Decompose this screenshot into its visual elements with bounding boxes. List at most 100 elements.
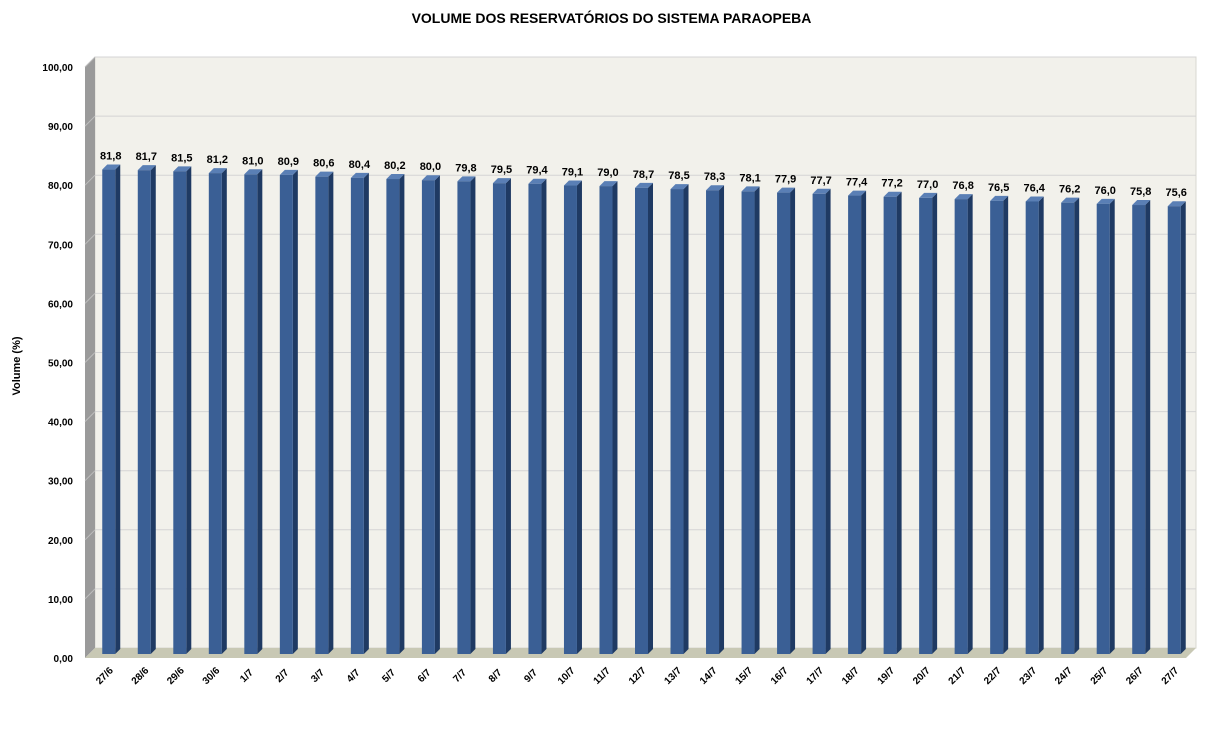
data-label: 79,0: [597, 167, 618, 179]
x-tick-label: 7/7: [451, 667, 469, 685]
x-tick-label: 1/7: [238, 667, 256, 685]
bar-top: [599, 181, 618, 187]
x-tick-label: 29/6: [165, 665, 187, 687]
data-label: 76,8: [952, 180, 973, 192]
bar-side: [1145, 200, 1151, 654]
bar-top: [350, 172, 369, 178]
bar-top: [1025, 196, 1044, 202]
bar-top: [315, 171, 334, 177]
bar-top: [528, 178, 547, 184]
data-label: 81,7: [136, 151, 157, 163]
bar: [102, 169, 116, 654]
grid-line-side: [84, 470, 96, 482]
bar-top: [883, 191, 902, 197]
bar-side: [257, 169, 263, 655]
bar-side: [612, 181, 618, 655]
data-label: 81,2: [207, 154, 228, 166]
grid-line-side: [84, 529, 96, 541]
grid-line-side: [84, 588, 96, 600]
x-tick-label: 4/7: [345, 667, 363, 685]
y-tick-label: 60,00: [48, 299, 73, 310]
bar: [528, 183, 542, 654]
bar-side: [1074, 197, 1080, 654]
y-tick-label: 20,00: [48, 536, 73, 547]
bar: [492, 183, 506, 654]
y-tick-label: 0,00: [54, 654, 74, 665]
bar-side: [399, 174, 405, 654]
data-label: 75,8: [1130, 186, 1151, 198]
bar-top: [670, 184, 689, 190]
bar: [244, 174, 258, 655]
bar: [990, 200, 1004, 654]
bar-side: [470, 176, 476, 654]
bar: [563, 185, 577, 655]
x-tick-label: 27/6: [94, 665, 116, 687]
data-label: 80,2: [384, 160, 405, 172]
x-tick-label: 28/6: [130, 665, 152, 687]
bar-top: [1167, 201, 1186, 207]
x-tick-label: 8/7: [487, 667, 505, 685]
bar-top: [563, 180, 582, 186]
bar-side: [363, 172, 369, 654]
bar-side: [754, 186, 760, 654]
bar: [173, 171, 187, 654]
x-tick-label: 13/7: [662, 665, 684, 687]
bar-side: [186, 166, 192, 654]
bar-side: [790, 187, 796, 654]
bar-top: [421, 175, 440, 181]
x-tick-label: 14/7: [698, 665, 720, 687]
bar: [457, 181, 471, 654]
y-tick-label: 10,00: [48, 595, 73, 606]
bar: [954, 199, 968, 654]
bar-top: [812, 188, 831, 194]
bar-side: [434, 175, 440, 654]
bar-top: [102, 164, 121, 170]
bar-side: [1109, 198, 1115, 654]
y-tick-label: 100,00: [42, 63, 73, 74]
data-label: 81,5: [171, 152, 192, 164]
bar-side: [1180, 201, 1186, 655]
bar-side: [896, 191, 902, 655]
bar: [919, 197, 933, 654]
bar-side: [1003, 195, 1009, 654]
grid-line-side: [84, 233, 96, 245]
bar-top: [244, 169, 263, 175]
data-label: 81,0: [242, 155, 263, 167]
x-tick-label: 10/7: [556, 665, 578, 687]
data-label: 79,1: [562, 167, 583, 179]
data-label: 76,4: [1023, 182, 1045, 194]
bar-side: [292, 169, 298, 655]
data-label: 79,8: [455, 162, 476, 174]
data-label: 78,1: [739, 172, 760, 184]
bar-side: [576, 180, 582, 655]
bar: [1061, 202, 1075, 654]
data-label: 78,3: [704, 171, 725, 183]
x-tick-label: 15/7: [734, 665, 756, 687]
data-label: 77,9: [775, 174, 796, 186]
data-label: 80,0: [420, 161, 441, 173]
bar-top: [492, 178, 511, 184]
bar: [1132, 205, 1146, 654]
bar: [1096, 203, 1110, 654]
bar-side: [825, 188, 831, 654]
grid-line-side: [84, 56, 96, 68]
bar-top: [954, 194, 973, 200]
bar-side: [683, 184, 689, 654]
bar-side: [115, 164, 121, 654]
x-tick-label: 25/7: [1089, 665, 1111, 687]
data-label: 80,4: [349, 159, 371, 171]
x-tick-label: 20/7: [911, 665, 933, 687]
data-label: 79,5: [491, 164, 512, 176]
bar: [812, 193, 826, 654]
grid-line-side: [84, 411, 96, 422]
data-label: 76,0: [1094, 185, 1115, 197]
bar-side: [150, 165, 156, 654]
bar: [706, 190, 720, 654]
bar-top: [457, 176, 476, 182]
data-label: 75,6: [1166, 187, 1187, 199]
bar-top: [208, 168, 227, 174]
data-label: 81,8: [100, 151, 121, 163]
grid-line-side: [84, 293, 96, 304]
x-tick-label: 9/7: [522, 667, 540, 685]
y-tick-label: 80,00: [48, 181, 73, 192]
